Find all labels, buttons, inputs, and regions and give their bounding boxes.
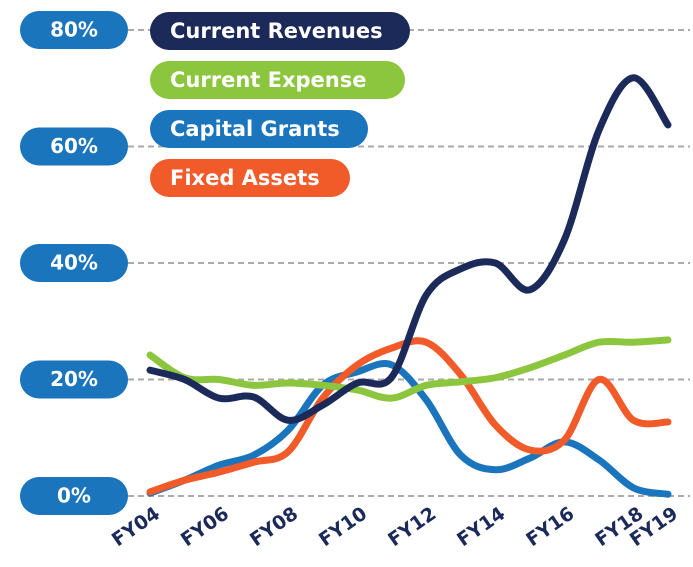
y-tick-label: 80% [50, 18, 98, 42]
legend-pill [150, 61, 405, 99]
x-tick-label: FY14 [453, 503, 509, 552]
legend-item: Fixed Assets [150, 159, 350, 197]
x-tick-label: FY12 [384, 503, 440, 552]
legend-item: Current Expense [150, 61, 405, 99]
legend-item: Capital Grants [150, 110, 368, 148]
y-tick-label: 40% [50, 251, 98, 275]
series-line [146, 336, 672, 402]
legend-label: Current Expense [170, 68, 366, 92]
y-tick-label: 20% [50, 367, 98, 391]
y-tick-badge [20, 244, 128, 282]
x-tick-label: FY16 [522, 503, 578, 552]
x-tick-label: FY10 [315, 503, 371, 552]
legend-pill [150, 159, 350, 197]
legend-item: Current Revenues [150, 12, 410, 50]
y-tick-badge [20, 360, 128, 399]
x-tick-label: FY06 [177, 503, 233, 552]
series-line [146, 337, 672, 496]
x-tick-label: FY08 [246, 503, 302, 552]
y-tick-label: 60% [50, 134, 98, 158]
y-tick-label: 0% [57, 484, 91, 508]
series-line [146, 360, 672, 498]
y-tick-badge [20, 11, 128, 49]
legend-pill [150, 110, 368, 148]
legend-label: Capital Grants [170, 117, 340, 141]
y-tick-badge [20, 477, 128, 515]
series-line [146, 74, 672, 424]
y-tick-badge [20, 127, 128, 166]
legend-pill [150, 12, 410, 50]
legend-label: Fixed Assets [170, 166, 320, 190]
legend-label: Current Revenues [170, 19, 383, 43]
